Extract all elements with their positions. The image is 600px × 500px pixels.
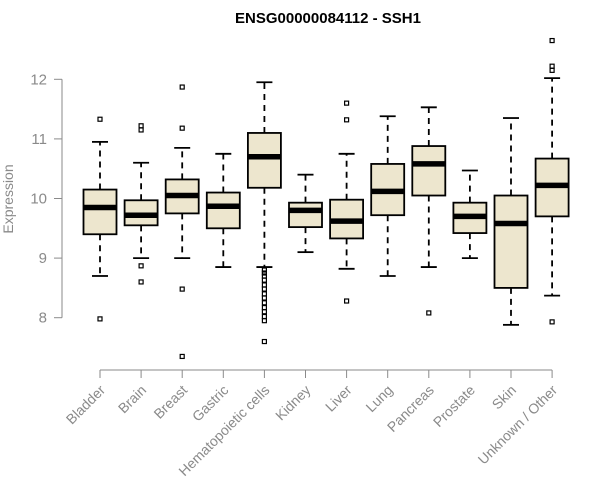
box-group <box>370 115 406 277</box>
outlier-point <box>179 286 185 292</box>
outlier-point <box>261 282 267 288</box>
outlier-point <box>261 286 267 292</box>
outlier-point <box>179 84 185 90</box>
outlier-point <box>261 277 267 283</box>
outlier-point <box>261 270 267 276</box>
y-axis-label: Expression <box>0 164 16 233</box>
outlier-point <box>138 123 144 129</box>
y-tick-label: 11 <box>31 131 47 148</box>
outlier-point <box>261 291 267 297</box>
iqr-box <box>493 194 529 289</box>
outlier-point <box>261 295 267 301</box>
outlier-point <box>344 100 350 106</box>
box-group <box>82 116 118 322</box>
x-tick-label: Skin <box>489 382 520 413</box>
outlier-point <box>261 309 267 315</box>
outlier-point <box>549 67 555 73</box>
box-group <box>123 123 159 285</box>
x-tick-label: Lung <box>362 382 395 415</box>
iqr-box <box>288 201 323 229</box>
y-tick-label: 8 <box>39 310 47 327</box>
box-group <box>329 100 365 304</box>
x-tick-label: Breast <box>150 382 190 422</box>
x-tick-label: Bladder <box>63 382 109 428</box>
outlier-point <box>549 37 555 44</box>
iqr-box <box>205 191 241 230</box>
outlier-point <box>97 116 103 122</box>
box-group <box>411 106 447 316</box>
outlier-point <box>261 318 267 324</box>
x-tick-label: Prostate <box>430 382 478 430</box>
iqr-box <box>82 188 118 236</box>
outlier-point <box>179 125 185 131</box>
box-group <box>288 173 323 254</box>
outlier-point <box>426 310 432 316</box>
y-tick-label: 9 <box>39 250 47 267</box>
iqr-box <box>411 145 447 197</box>
outlier-point <box>261 300 267 306</box>
outlier-point <box>97 316 103 322</box>
y-tick-label: 10 <box>30 191 47 208</box>
outlier-point <box>261 313 267 320</box>
box-group <box>246 81 282 345</box>
box-group <box>534 37 570 325</box>
boxes-layer <box>82 37 570 360</box>
box-group <box>164 84 200 360</box>
outlier-point <box>261 267 267 273</box>
outlier-point <box>549 319 555 325</box>
outlier-point <box>344 298 350 304</box>
y-tick-label: 12 <box>30 71 47 88</box>
box-group <box>452 169 488 260</box>
x-tick-label: Kidney <box>272 382 314 424</box>
iqr-box <box>246 132 282 189</box>
outlier-point <box>261 304 267 311</box>
outlier-point <box>261 338 267 345</box>
outlier-point <box>344 117 350 123</box>
chart-title: ENSG00000084112 - SSH1 <box>235 10 421 27</box>
box-group <box>205 152 241 268</box>
outlier-point <box>138 279 144 285</box>
x-tick-label: Liver <box>322 382 355 415</box>
outlier-point <box>138 127 144 133</box>
outlier-point <box>549 63 555 69</box>
outlier-point <box>179 353 185 360</box>
outlier-point <box>138 263 144 269</box>
x-tick-label: Brain <box>115 382 149 416</box>
box-group <box>493 117 529 326</box>
y-axis: 8 9 10 11 12 <box>30 71 63 327</box>
